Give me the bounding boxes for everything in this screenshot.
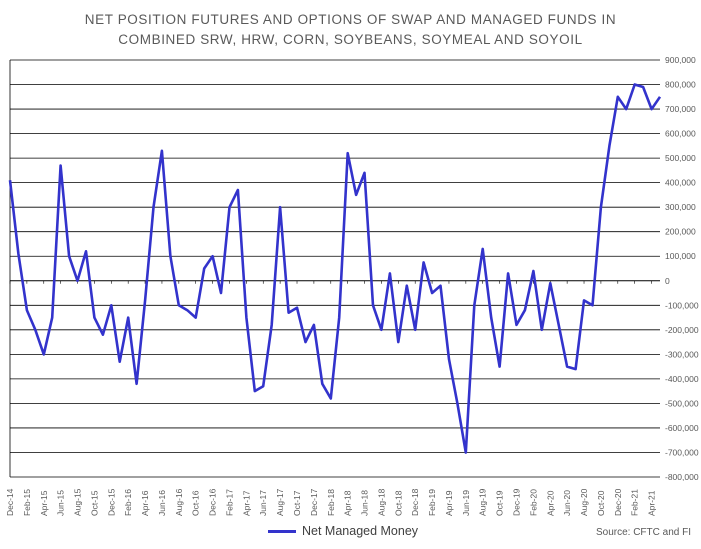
y-tick-label: -800,000 — [665, 472, 699, 482]
x-tick-label: Dec-20 — [613, 488, 623, 516]
x-tick-label: Feb-17 — [224, 489, 234, 516]
x-tick-label: Dec-19 — [511, 488, 521, 516]
gridlines — [10, 59, 660, 478]
y-tick-labels: 900,000 800,000 700,000 600,000 500,000 400,0… — [665, 55, 699, 482]
y-tick-label: -200,000 — [665, 325, 699, 335]
x-tick-label: Dec-14 — [5, 488, 15, 516]
legend-swatch — [268, 529, 296, 533]
x-tick-label: Dec-17 — [309, 488, 319, 516]
chart-title: NET POSITION FUTURES AND OPTIONS OF SWAP… — [84, 12, 617, 27]
y-tick-label: 500,000 — [665, 153, 696, 163]
axes — [9, 60, 652, 477]
x-tick-label: Oct-18 — [393, 490, 403, 516]
y-tick-label: -400,000 — [665, 374, 699, 384]
y-tick-label: 400,000 — [665, 178, 696, 188]
x-tick-label: Feb-21 — [630, 489, 640, 516]
x-tick-label: Aug-17 — [275, 488, 285, 516]
y-tick-label: 200,000 — [665, 227, 696, 237]
x-tick-label: Dec-16 — [208, 488, 218, 516]
y-tick-label: 100,000 — [665, 251, 696, 261]
y-tick-label: 600,000 — [665, 129, 696, 139]
x-tick-label: Apr-19 — [444, 490, 454, 516]
y-tick-label: 800,000 — [665, 80, 696, 90]
x-tick-label: Apr-20 — [545, 490, 555, 516]
series-line — [8, 83, 662, 454]
x-tick-label: Feb-16 — [123, 489, 133, 516]
x-tick-label: Jun-18 — [360, 490, 370, 516]
x-tick-labels: Dec-14 Feb-15 Apr-15 Jun-15 Aug-15 Oct-15 Dec-… — [5, 488, 657, 516]
y-tick-label: -500,000 — [665, 398, 699, 408]
x-tick-label: Jun-19 — [461, 490, 471, 516]
y-tick-label: -600,000 — [665, 423, 699, 433]
x-tick-label: Jun-20 — [562, 490, 572, 516]
x-tick-label: Feb-18 — [326, 489, 336, 516]
y-tick-label: -700,000 — [665, 447, 699, 457]
y-tick-label: -300,000 — [665, 349, 699, 359]
series-layer — [8, 83, 662, 454]
x-tick-label: Feb-15 — [22, 489, 32, 516]
legend-label: Net Managed Money — [302, 524, 419, 538]
y-tick-label: 700,000 — [665, 104, 696, 114]
x-tick-label: Apr-17 — [241, 490, 251, 516]
x-tick-label: Oct-20 — [596, 490, 606, 516]
x-tick-label: Apr-15 — [39, 490, 49, 516]
y-tick-label: -100,000 — [665, 300, 699, 310]
y-tick-label: 0 — [665, 276, 670, 286]
x-tick-label: Dec-18 — [410, 488, 420, 516]
x-tick-label: Jun-17 — [258, 490, 268, 516]
chart-subtitle: COMBINED SRW, HRW, CORN, SOYBEANS, SOYME… — [118, 32, 583, 47]
x-tick-label: Aug-20 — [579, 488, 589, 516]
x-tick-label: Apr-21 — [647, 490, 657, 516]
x-tick-label: Oct-19 — [495, 490, 505, 516]
legend: Net Managed Money — [268, 524, 418, 538]
x-tick-label: Jun-16 — [157, 490, 167, 516]
x-tick-label: Aug-16 — [174, 488, 184, 516]
x-tick-label: Oct-15 — [89, 490, 99, 516]
source-note: Source: CFTC and FI — [595, 527, 691, 538]
x-tick-label: Dec-15 — [106, 488, 116, 516]
y-tick-label: 300,000 — [665, 202, 696, 212]
x-tick-label: Aug-18 — [376, 488, 386, 516]
x-tick-label: Oct-16 — [191, 490, 201, 516]
x-tick-label: Feb-20 — [528, 489, 538, 516]
x-tick-label: Aug-19 — [478, 488, 488, 516]
x-tick-label: Apr-18 — [343, 490, 353, 516]
x-tick-label: Feb-19 — [427, 489, 437, 516]
y-tick-label: 900,000 — [665, 55, 696, 65]
x-tick-label: Jun-15 — [56, 490, 66, 516]
x-tick-label: Aug-15 — [73, 488, 83, 516]
x-tick-label: Oct-17 — [292, 490, 302, 516]
x-tick-label: Apr-16 — [140, 490, 150, 516]
